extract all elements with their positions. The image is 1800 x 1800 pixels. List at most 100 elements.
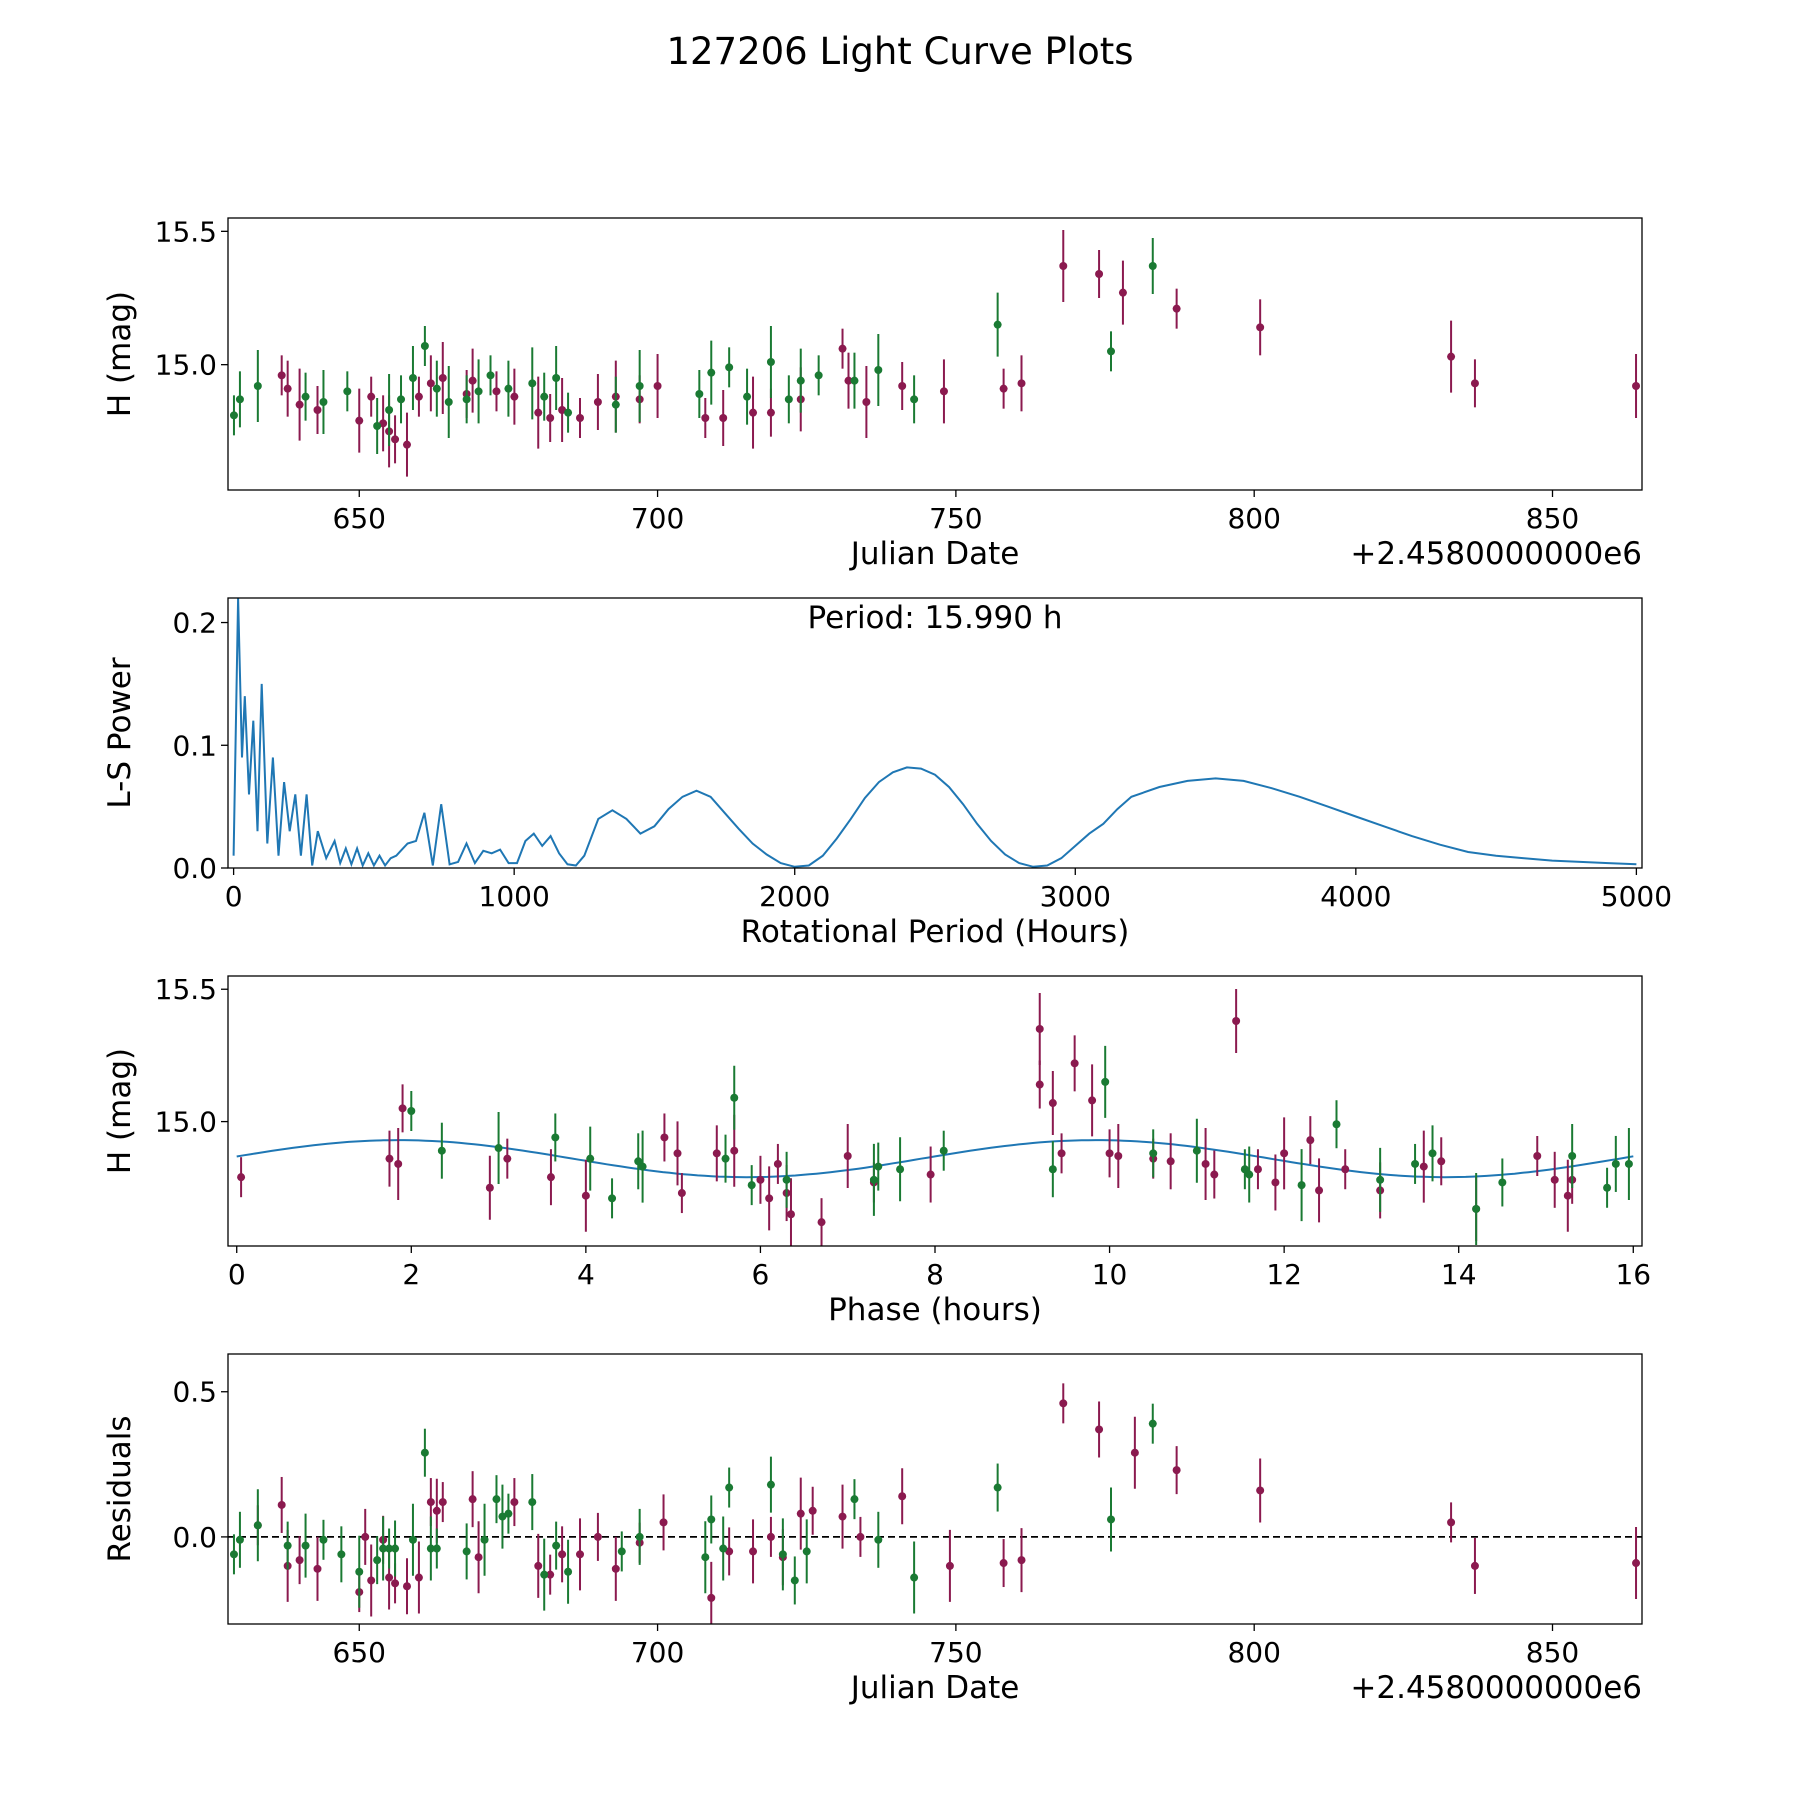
filter-green-point <box>426 1544 435 1553</box>
y-tick-label: 15.5 <box>155 973 217 1006</box>
filter-magenta-point <box>277 1500 286 1509</box>
filter-green-point <box>850 1495 859 1504</box>
fit-curve <box>236 1139 1634 1179</box>
filter-magenta-point <box>394 1159 403 1168</box>
filter-magenta-point <box>673 1149 682 1158</box>
filter-green-point <box>1149 1149 1158 1158</box>
filter-green-point <box>1603 1183 1612 1192</box>
filter-magenta-point <box>677 1189 686 1198</box>
filter-magenta-point <box>1232 1017 1241 1025</box>
ls-frame <box>227 597 1643 869</box>
filter-magenta-point <box>1035 1080 1044 1089</box>
filter-green-point <box>993 1483 1002 1492</box>
filter-magenta-point <box>402 440 411 449</box>
filter-green-point <box>784 395 793 404</box>
filter-magenta-point <box>367 1576 376 1585</box>
filter-green-point <box>564 408 573 417</box>
x-tick-label: 0 <box>228 1258 246 1291</box>
filter-magenta-point <box>707 1593 716 1602</box>
filter-green-point <box>540 392 549 401</box>
filter-green-point <box>1568 1152 1577 1160</box>
filter-green-point <box>766 1480 775 1489</box>
filter-magenta-point <box>862 398 871 406</box>
x-offset-label: +2.4580000000e6 <box>1350 1670 1642 1706</box>
filter-green-point <box>766 358 775 366</box>
x-axis-label: Phase (hours) <box>828 1292 1042 1328</box>
filter-magenta-point <box>786 1210 795 1219</box>
filter-magenta-point <box>1130 1448 1139 1457</box>
filter-green-point <box>707 1515 716 1524</box>
filter-magenta-point <box>295 1556 304 1565</box>
filter-green-point <box>747 1181 756 1190</box>
filter-magenta-point <box>1210 1170 1219 1179</box>
filter-magenta-point <box>295 400 304 409</box>
x-tick-label: 14 <box>1441 1258 1477 1291</box>
filter-magenta-point <box>391 435 400 444</box>
filter-magenta-point <box>1017 379 1026 388</box>
x-tick-label: 650 <box>333 1636 386 1669</box>
filter-magenta-point <box>1419 1162 1428 1171</box>
filter-green-point <box>719 1544 728 1553</box>
filter-magenta-point <box>725 1547 734 1556</box>
filter-magenta-point <box>765 1194 774 1203</box>
filter-magenta-point <box>391 1579 400 1588</box>
x-axis-label: Rotational Period (Hours) <box>741 914 1130 950</box>
filter-green-point <box>796 376 805 385</box>
filter-green-point <box>874 1162 883 1171</box>
filter-magenta-point <box>414 1573 423 1582</box>
filter-green-point <box>725 1483 734 1492</box>
filter-green-point <box>462 395 471 404</box>
filter-green-point <box>552 1541 561 1550</box>
filter-green-point <box>564 1567 573 1576</box>
x-tick-label: 800 <box>1227 1636 1280 1669</box>
filter-magenta-point <box>576 414 585 422</box>
periodogram-line <box>232 598 1637 868</box>
filter-green-point <box>611 400 620 409</box>
filter-magenta-point <box>1470 1561 1479 1570</box>
x-axis-label: Julian Date <box>849 536 1020 572</box>
filter-green-point <box>385 1544 394 1553</box>
filter-green-point <box>721 1154 730 1163</box>
filter-magenta-point <box>749 408 758 417</box>
filter-magenta-point <box>313 406 322 414</box>
filter-magenta-point <box>1341 1165 1350 1174</box>
filter-green-point <box>253 1521 262 1530</box>
filter-magenta-point <box>576 1550 585 1559</box>
filter-magenta-point <box>1057 1149 1066 1158</box>
filter-magenta-point <box>492 387 501 396</box>
filter-green-point <box>301 1541 310 1550</box>
filter-green-point <box>896 1165 905 1174</box>
lc-frame <box>227 217 1643 491</box>
y-tick-label: 0.0 <box>172 852 217 885</box>
x-tick-label: 12 <box>1266 1258 1302 1291</box>
filter-magenta-point <box>1306 1136 1315 1145</box>
filter-green-point <box>420 342 429 350</box>
filter-magenta-point <box>402 1582 411 1591</box>
filter-green-point <box>850 376 859 385</box>
filter-magenta-point <box>1470 379 1479 388</box>
filter-magenta-point <box>534 408 543 417</box>
x-tick-label: 850 <box>1526 502 1579 535</box>
filter-magenta-point <box>999 1559 1008 1568</box>
filter-green-point <box>701 1553 710 1562</box>
filter-green-point <box>695 390 704 398</box>
filter-magenta-point <box>1256 1486 1265 1495</box>
filter-magenta-point <box>1166 1157 1175 1166</box>
filter-green-point <box>474 387 483 396</box>
filter-green-point <box>407 1107 416 1115</box>
filter-green-point <box>492 1495 501 1504</box>
filter-green-point <box>504 1509 513 1518</box>
filter-magenta-point <box>898 1492 907 1501</box>
filter-green-point <box>528 1498 537 1507</box>
filter-green-point <box>408 1535 417 1544</box>
ls-plot-area <box>232 598 1637 868</box>
filter-magenta-point <box>426 379 435 388</box>
phase-plot-area <box>236 989 1634 1246</box>
figure-title: 127206 Light Curve Plots <box>666 30 1133 73</box>
filter-magenta-point <box>283 384 292 393</box>
filter-green-point <box>782 1175 791 1184</box>
filter-magenta-point <box>719 414 728 422</box>
filter-magenta-point <box>385 1154 394 1163</box>
filter-green-point <box>408 374 417 382</box>
